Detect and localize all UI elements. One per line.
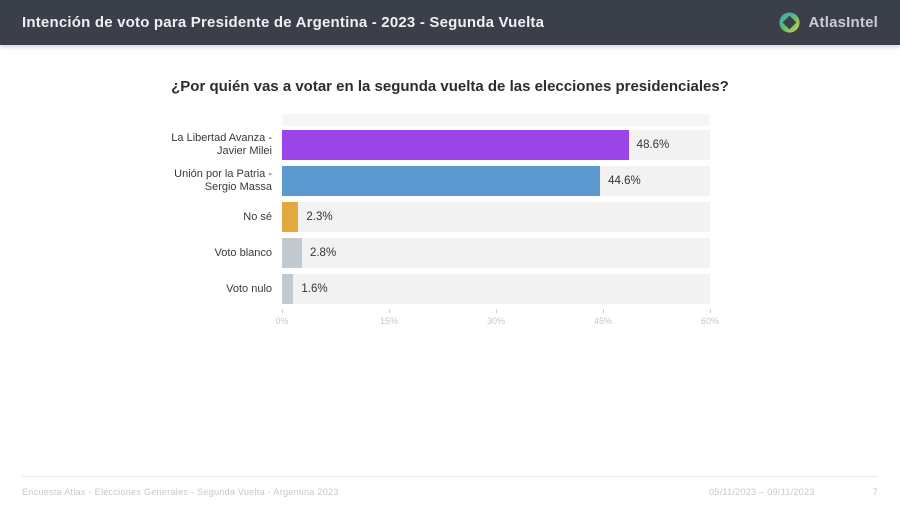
- category-label: Unión por la Patria - Sergio Massa: [174, 168, 272, 193]
- bar-track: 48.6%: [282, 130, 710, 160]
- bar-track: 1.6%: [282, 274, 710, 304]
- tick-mark: [496, 309, 497, 313]
- atlasintel-logo-icon: [778, 11, 801, 34]
- page-number: 7: [872, 486, 878, 497]
- bar-track: 2.3%: [282, 202, 710, 232]
- chart-question: ¿Por quién vas a votar en la segunda vue…: [171, 78, 729, 95]
- chart-row: La Libertad Avanza - Javier Milei 48.6%: [0, 130, 900, 160]
- tick-label: 0%: [275, 316, 289, 326]
- bar-track: 44.6%: [282, 166, 710, 196]
- value-label: 48.6%: [636, 139, 670, 151]
- chart-row: Unión por la Patria - Sergio Massa 44.6%: [0, 166, 900, 196]
- bar: [282, 238, 302, 268]
- x-axis: 0% 15% 30% 45% 60%: [275, 309, 719, 333]
- chart-row: No sé 2.3%: [0, 202, 900, 232]
- chart-row: Voto blanco 2.8%: [0, 238, 900, 268]
- tick-mark: [603, 309, 604, 313]
- slide-footer: Encuesta Atlas - Elecciones Generales - …: [22, 476, 878, 506]
- category-label: La Libertad Avanza - Javier Milei: [171, 132, 272, 157]
- value-label: 2.3%: [306, 211, 333, 223]
- slide-header: Intención de voto para Presidente de Arg…: [0, 0, 900, 45]
- tick-mark: [710, 309, 711, 313]
- brand-wordmark: AtlasIntel: [808, 14, 878, 31]
- tick-label: 60%: [700, 316, 720, 326]
- brand-logo: AtlasIntel: [778, 11, 878, 34]
- tick-label: 30%: [486, 316, 506, 326]
- value-label: 2.8%: [309, 247, 337, 259]
- chart-rows: La Libertad Avanza - Javier Milei 48.6% Uni…: [0, 130, 900, 304]
- bar: [282, 130, 629, 160]
- bar-track: 2.8%: [282, 238, 710, 268]
- bar: [282, 274, 294, 304]
- bar-chart: La Libertad Avanza - Javier Milei 48.6% Uni…: [0, 114, 900, 333]
- category-label: Voto nulo: [226, 282, 272, 295]
- tick-label: 15%: [379, 316, 399, 326]
- footer-source: Encuesta Atlas - Elecciones Generales - …: [22, 486, 339, 497]
- footer-dates: 05/11/2023 – 09/11/2023: [709, 486, 815, 497]
- tick-mark: [282, 309, 283, 313]
- bar: [282, 166, 601, 196]
- chart-row: Voto nulo 1.6%: [0, 274, 900, 304]
- slide-title: Intención de voto para Presidente de Arg…: [22, 14, 545, 31]
- category-label: No sé: [243, 210, 272, 223]
- tick-mark: [389, 309, 390, 313]
- category-label: Voto blanco: [214, 246, 273, 259]
- value-label: 1.6%: [301, 283, 328, 295]
- bar: [282, 202, 299, 232]
- footer-right: 05/11/2023 – 09/11/2023 7: [709, 487, 878, 497]
- value-label: 44.6%: [608, 175, 641, 187]
- partial-track-strip: [282, 114, 710, 126]
- tick-label: 45%: [593, 316, 613, 326]
